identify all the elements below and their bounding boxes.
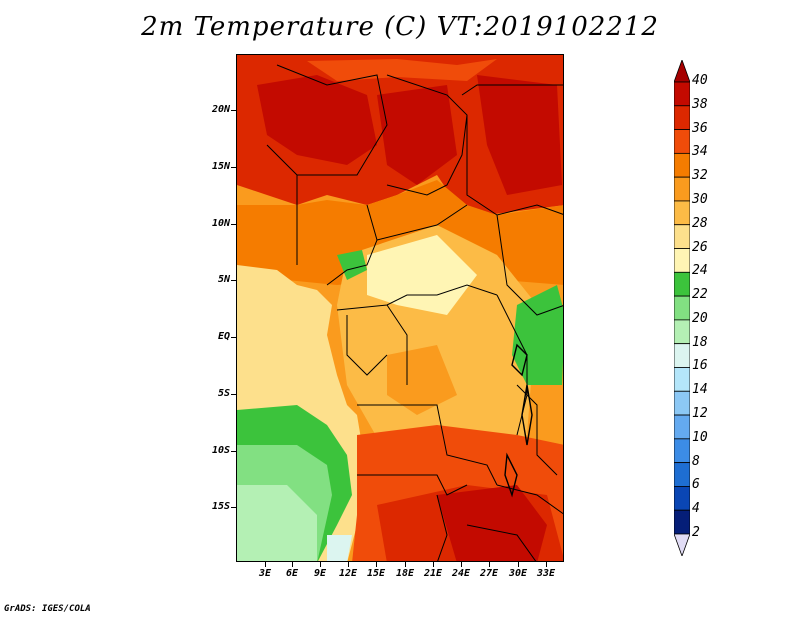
colorbar-level-label: 18 xyxy=(692,334,708,350)
colorbar-segment xyxy=(674,152,690,178)
colorbar-segment xyxy=(674,319,690,345)
lon-tick xyxy=(265,562,266,567)
colorbar-segment xyxy=(674,295,690,321)
lat-label-eq: EQ xyxy=(217,331,230,342)
cameroon-highlands xyxy=(337,250,367,280)
colorbar-top-arrow xyxy=(674,60,690,83)
lon-tick xyxy=(518,562,519,567)
colorbar-level-label: 4 xyxy=(692,501,700,517)
lon-tick xyxy=(489,562,490,567)
lat-tick xyxy=(231,451,236,452)
hot-core-east xyxy=(477,75,562,195)
lon-tick xyxy=(433,562,434,567)
lat-tick xyxy=(231,224,236,225)
colorbar-level-label: 2 xyxy=(692,525,700,540)
hot-core-west xyxy=(257,75,377,165)
colorbar-level-label: 24 xyxy=(692,263,708,279)
colorbar-level-label: 8 xyxy=(692,453,700,469)
colorbar-level-label: 36 xyxy=(692,120,708,136)
colorbar-segment xyxy=(674,367,690,392)
lat-tick xyxy=(231,507,236,508)
colorbar-segment xyxy=(674,81,690,107)
colorbar-level-label: 38 xyxy=(692,96,708,112)
lon-label-3e: 3E xyxy=(258,568,272,579)
colorbar-level-label: 10 xyxy=(692,429,708,445)
colorbar-segment xyxy=(674,509,690,535)
colorbar-level-label: 16 xyxy=(692,358,708,374)
colorbar-level-label: 20 xyxy=(692,310,708,326)
lat-label-10n: 10N xyxy=(211,218,230,229)
lon-tick xyxy=(405,562,406,567)
lon-label-27e: 27E xyxy=(479,568,499,579)
north-edge xyxy=(307,59,497,81)
colorbar-level-label: 22 xyxy=(692,287,708,303)
lon-tick xyxy=(461,562,462,567)
grads-credit: GrADS: IGES/COLA xyxy=(4,604,91,614)
lon-label-30e: 30E xyxy=(508,568,528,579)
colorbar-segment xyxy=(674,129,690,154)
colorbar-segment xyxy=(674,462,690,487)
colorbar-level-label: 26 xyxy=(692,239,708,255)
lon-tick xyxy=(376,562,377,567)
lon-label-15e: 15E xyxy=(366,568,386,579)
lon-tick xyxy=(320,562,321,567)
colorbar-bottom-arrow xyxy=(674,533,690,556)
colorbar-segment xyxy=(674,200,690,226)
hot-core-central xyxy=(377,85,457,185)
map-canvas xyxy=(237,55,563,561)
ocean-pale-green xyxy=(237,485,317,561)
lon-tick xyxy=(348,562,349,567)
lat-label-10s: 10S xyxy=(211,445,230,456)
cool-zone-north xyxy=(367,235,477,315)
colorbar-segment xyxy=(674,486,690,511)
lat-tick xyxy=(231,280,236,281)
colorbar-segment xyxy=(674,390,690,416)
lon-label-24e: 24E xyxy=(451,568,471,579)
colorbar-level-label: 30 xyxy=(692,191,708,207)
colorbar-segment xyxy=(674,224,690,249)
map-title: 2m Temperature (C) VT:2019102212 xyxy=(141,12,659,42)
ocean-cool-patch xyxy=(327,535,352,561)
colorbar-segment xyxy=(674,343,690,368)
lon-label-33e: 33E xyxy=(536,568,556,579)
colorbar-level-label: 32 xyxy=(692,168,708,184)
colorbar-segment xyxy=(674,271,690,297)
colorbar-level-label: 40 xyxy=(692,73,708,88)
colorbar-level-label: 34 xyxy=(692,144,708,160)
lon-tick xyxy=(292,562,293,567)
colorbar-segment xyxy=(674,248,690,273)
southern-max xyxy=(437,485,547,561)
lon-label-9e: 9E xyxy=(313,568,327,579)
lat-label-15n: 15N xyxy=(211,161,230,172)
colorbar-segment xyxy=(674,414,690,440)
colorbar-level-label: 6 xyxy=(692,477,700,493)
lat-label-5n: 5N xyxy=(217,274,230,285)
lat-tick xyxy=(231,167,236,168)
lat-tick xyxy=(231,337,236,338)
colorbar-level-label: 12 xyxy=(692,406,708,422)
colorbar-level-label: 14 xyxy=(692,382,708,398)
colorbar-segment xyxy=(674,105,690,130)
temperature-map xyxy=(236,54,564,562)
warm-zone-center xyxy=(387,345,457,415)
colorbar xyxy=(674,60,690,556)
lon-label-12e: 12E xyxy=(338,568,358,579)
lat-tick xyxy=(231,110,236,111)
lat-label-15s: 15S xyxy=(211,501,230,512)
lon-label-6e: 6E xyxy=(285,568,299,579)
lon-tick xyxy=(546,562,547,567)
lat-label-5s: 5S xyxy=(217,388,230,399)
colorbar-level-label: 28 xyxy=(692,215,708,231)
lake-outlines xyxy=(504,343,533,498)
lat-tick xyxy=(231,394,236,395)
colorbar-segment xyxy=(674,438,690,464)
lat-label-20n: 20N xyxy=(211,104,230,115)
lon-label-18e: 18E xyxy=(395,568,415,579)
colorbar-segment xyxy=(674,176,690,202)
lon-label-21e: 21E xyxy=(423,568,443,579)
